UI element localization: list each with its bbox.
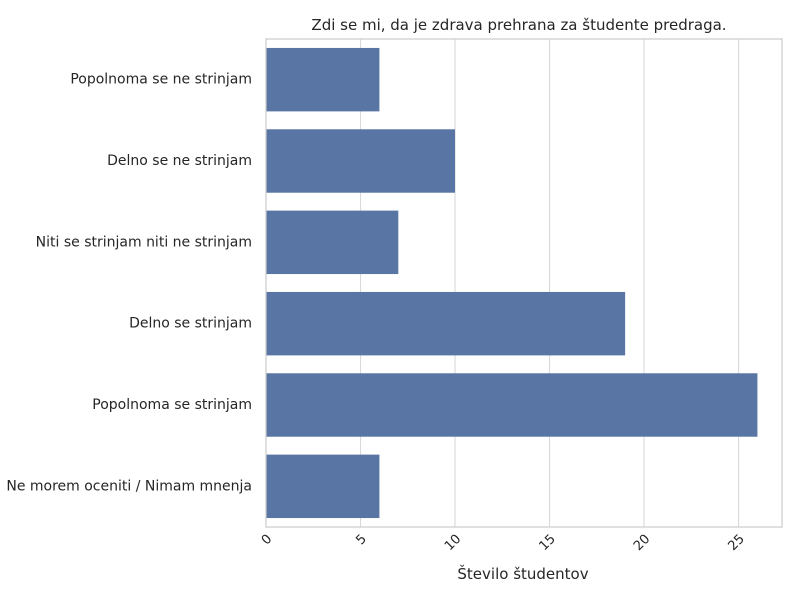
x-tick-label: 20 <box>631 532 653 554</box>
x-tick-label: 0 <box>259 532 275 548</box>
bar <box>266 210 399 275</box>
bars <box>266 47 758 519</box>
grid-lines <box>359 39 740 527</box>
x-tick-labels: 0 5 10 15 20 25 <box>259 532 748 554</box>
x-tick-label: 15 <box>537 532 559 554</box>
bar <box>266 373 758 437</box>
chart-title: Zdi se mi, da je zdrava prehrana za štud… <box>311 16 726 34</box>
bar <box>266 291 626 356</box>
bar <box>266 47 380 112</box>
category-label: Ne morem oceniti / Nimam mnenja <box>6 478 252 494</box>
category-label: Niti se strinjam niti ne strinjam <box>36 234 252 250</box>
plot-frame <box>265 38 783 528</box>
category-label: Delno se strinjam <box>129 316 252 332</box>
category-labels: Popolnoma se ne strinjam Delno se ne stri… <box>6 72 252 495</box>
x-tick-label: 25 <box>726 532 748 554</box>
bar <box>266 454 380 519</box>
x-tick-label: 10 <box>442 532 464 554</box>
bar <box>266 129 456 193</box>
category-label: Popolnoma se strinjam <box>92 397 252 413</box>
x-axis-label: Število študentov <box>457 564 588 583</box>
category-label: Popolnoma se ne strinjam <box>70 72 252 88</box>
x-tick-label: 5 <box>353 532 369 548</box>
category-label: Delno se ne strinjam <box>107 153 252 169</box>
